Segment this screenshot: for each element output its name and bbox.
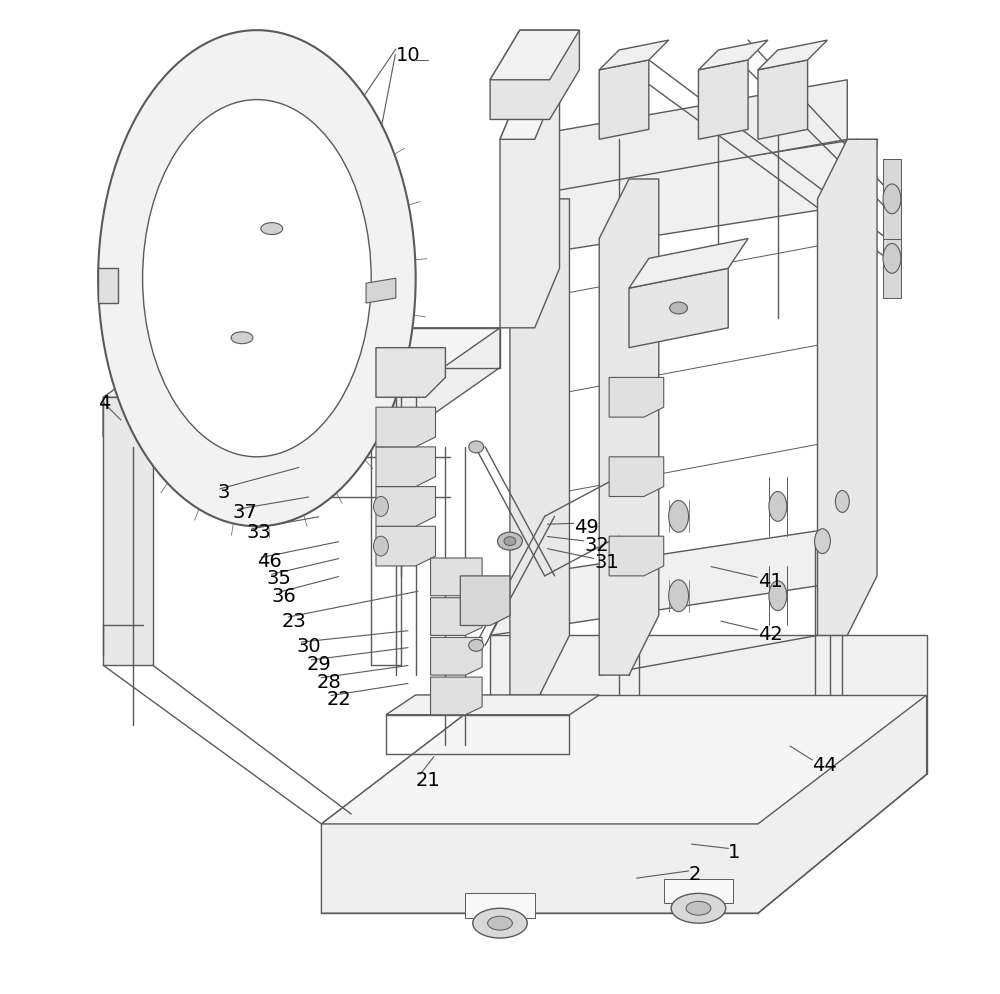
Text: 23: 23 xyxy=(282,611,306,630)
Polygon shape xyxy=(599,180,659,675)
Polygon shape xyxy=(321,695,927,824)
Text: 30: 30 xyxy=(297,636,321,655)
Text: 37: 37 xyxy=(232,502,257,522)
Ellipse shape xyxy=(231,332,253,344)
Text: 49: 49 xyxy=(574,517,599,536)
Ellipse shape xyxy=(669,501,689,533)
Ellipse shape xyxy=(469,640,484,652)
Polygon shape xyxy=(98,269,118,304)
Polygon shape xyxy=(609,457,664,497)
Polygon shape xyxy=(431,598,482,636)
Text: 36: 36 xyxy=(272,586,297,605)
Text: 31: 31 xyxy=(594,553,619,572)
Ellipse shape xyxy=(373,497,388,517)
Polygon shape xyxy=(376,487,436,527)
Polygon shape xyxy=(599,61,649,140)
Text: 35: 35 xyxy=(267,569,292,587)
Text: 3: 3 xyxy=(217,482,230,502)
Polygon shape xyxy=(431,638,482,675)
Bar xyxy=(883,220,901,299)
Polygon shape xyxy=(510,200,569,695)
Polygon shape xyxy=(758,41,827,71)
Ellipse shape xyxy=(469,441,484,453)
Polygon shape xyxy=(431,677,482,715)
Ellipse shape xyxy=(143,100,371,457)
Polygon shape xyxy=(366,279,396,304)
Polygon shape xyxy=(376,348,445,398)
Bar xyxy=(261,205,283,230)
Polygon shape xyxy=(490,31,579,120)
Polygon shape xyxy=(500,81,560,328)
Text: 44: 44 xyxy=(813,755,837,774)
Ellipse shape xyxy=(98,31,416,527)
Polygon shape xyxy=(376,408,436,447)
Ellipse shape xyxy=(473,909,527,938)
Polygon shape xyxy=(321,695,927,913)
Text: 33: 33 xyxy=(247,522,272,541)
Ellipse shape xyxy=(670,303,688,315)
Ellipse shape xyxy=(498,533,522,551)
Ellipse shape xyxy=(769,581,787,611)
Bar xyxy=(883,160,901,240)
Polygon shape xyxy=(103,328,500,437)
Polygon shape xyxy=(818,140,877,636)
Polygon shape xyxy=(629,240,748,289)
Ellipse shape xyxy=(373,537,388,557)
Polygon shape xyxy=(599,41,669,71)
Ellipse shape xyxy=(883,185,901,215)
Polygon shape xyxy=(758,61,808,140)
Text: 10: 10 xyxy=(396,47,420,66)
Text: 46: 46 xyxy=(257,552,282,571)
Polygon shape xyxy=(103,398,153,666)
Ellipse shape xyxy=(883,245,901,274)
Bar xyxy=(231,328,253,348)
Polygon shape xyxy=(698,41,768,71)
Text: 1: 1 xyxy=(728,842,741,862)
Ellipse shape xyxy=(815,529,830,554)
Text: 28: 28 xyxy=(316,672,341,691)
Polygon shape xyxy=(510,81,847,200)
Ellipse shape xyxy=(261,224,283,236)
Polygon shape xyxy=(490,527,847,636)
Text: 32: 32 xyxy=(584,535,609,554)
Ellipse shape xyxy=(686,902,711,915)
Polygon shape xyxy=(510,140,857,259)
Polygon shape xyxy=(103,328,500,398)
Text: 2: 2 xyxy=(689,864,701,883)
Text: 21: 21 xyxy=(416,770,440,789)
Polygon shape xyxy=(490,31,579,81)
Polygon shape xyxy=(609,378,664,417)
Polygon shape xyxy=(490,636,927,695)
Polygon shape xyxy=(460,577,510,626)
Polygon shape xyxy=(500,81,560,140)
Polygon shape xyxy=(431,559,482,596)
Bar xyxy=(465,894,535,918)
Polygon shape xyxy=(698,61,748,140)
Polygon shape xyxy=(376,527,436,567)
Ellipse shape xyxy=(835,491,849,513)
Text: 41: 41 xyxy=(758,572,783,590)
Polygon shape xyxy=(386,695,599,715)
Ellipse shape xyxy=(769,492,787,522)
Text: 4: 4 xyxy=(98,394,111,413)
Polygon shape xyxy=(629,269,728,348)
Ellipse shape xyxy=(504,537,516,546)
Ellipse shape xyxy=(669,580,689,612)
Text: 29: 29 xyxy=(307,654,331,673)
Bar xyxy=(664,879,733,904)
Polygon shape xyxy=(376,447,436,487)
Ellipse shape xyxy=(488,916,512,930)
Text: 22: 22 xyxy=(326,690,351,709)
Polygon shape xyxy=(609,537,664,577)
Text: 42: 42 xyxy=(758,624,783,643)
Ellipse shape xyxy=(671,894,726,923)
